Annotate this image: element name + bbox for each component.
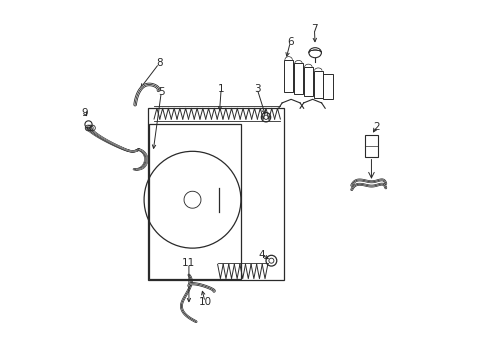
Text: 5: 5: [158, 87, 164, 97]
Bar: [147, 108, 284, 280]
Text: 9: 9: [81, 108, 88, 118]
Text: 10: 10: [198, 297, 211, 307]
Text: 3: 3: [253, 84, 260, 94]
Bar: [293, 63, 303, 94]
Text: 2: 2: [372, 122, 379, 132]
Bar: [313, 71, 322, 98]
Bar: [149, 125, 241, 279]
Bar: [284, 60, 293, 92]
Text: 4: 4: [258, 249, 264, 260]
Text: 8: 8: [156, 58, 162, 68]
Text: 6: 6: [286, 37, 293, 47]
Bar: [323, 74, 332, 99]
Text: 1: 1: [218, 84, 224, 94]
Bar: [303, 67, 312, 96]
Bar: [364, 135, 378, 157]
Text: 7: 7: [310, 24, 317, 35]
Text: 11: 11: [182, 258, 195, 268]
